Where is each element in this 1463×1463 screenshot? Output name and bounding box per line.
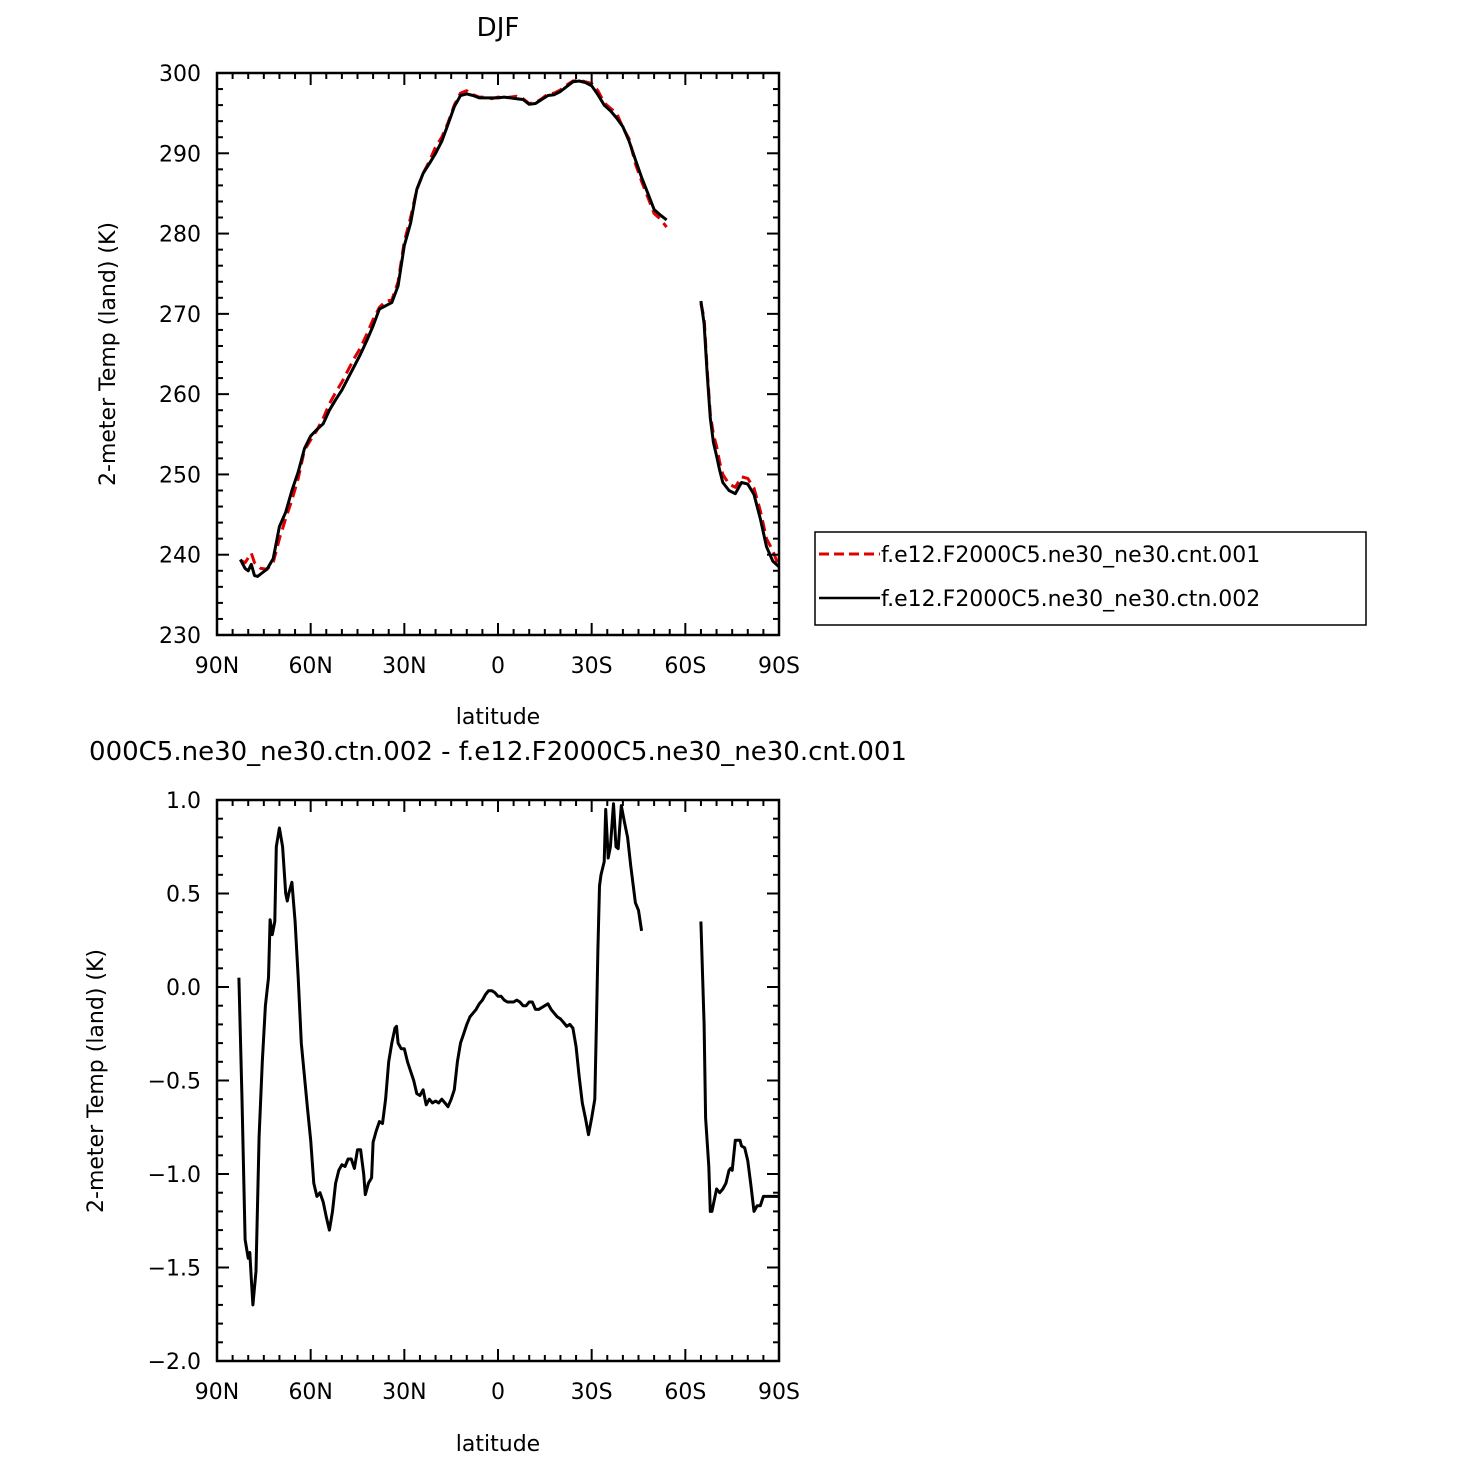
bottom-y-tick-label: 0.0	[166, 976, 201, 1001]
top-series-line-1	[239, 79, 668, 578]
bottom-x-axis-label: latitude	[456, 1432, 540, 1457]
top-chart-title: DJF	[477, 13, 520, 43]
top-x-tick-label: 0	[491, 654, 505, 679]
bottom-x-tick-label: 90S	[758, 1380, 800, 1405]
bottom-x-tick-label: 90N	[195, 1380, 239, 1405]
legend: f.e12.F2000C5.ne30_ne30.cnt.001 f.e12.F2…	[814, 531, 1367, 626]
top-y-tick-label: 290	[159, 142, 201, 167]
top-x-tick-label: 90S	[758, 654, 800, 679]
bottom-y-tick-label: −0.5	[148, 1070, 201, 1095]
bottom-ticks-group: 90N 60N 30N 0 30S 60S 90S −2.0 −1.5 −1.0 −0.5 0.0 0.…	[148, 789, 800, 1405]
legend-label-ctn002: f.e12.F2000C5.ne30_ne30.ctn.002	[881, 587, 1260, 612]
top-x-tick-label: 30S	[571, 654, 613, 679]
bottom-x-tick-label: 60S	[664, 1380, 706, 1405]
top-series-line-1	[699, 300, 781, 568]
top-y-axis-label: 2-meter Temp (land) (K)	[96, 222, 121, 486]
top-x-axis-label: latitude	[456, 705, 540, 730]
top-x-tick-label: 90N	[195, 654, 239, 679]
bottom-series-group	[237, 802, 779, 1307]
top-ticks-group: 90N 60N 30N 0 30S 60S 90S 230 240 250 260 270 280 290…	[159, 62, 800, 679]
legend-box	[814, 531, 1367, 626]
top-y-tick-label: 240	[159, 544, 201, 569]
top-x-tick-label: 60S	[664, 654, 706, 679]
bottom-y-tick-label: −2.0	[148, 1350, 201, 1375]
bottom-plot-frame	[215, 798, 781, 1363]
bottom-y-tick-label: −1.0	[148, 1163, 201, 1188]
top-plot-frame	[215, 71, 781, 637]
bottom-x-tick-label: 30N	[382, 1380, 426, 1405]
bottom-y-tick-label: −1.5	[148, 1257, 201, 1282]
bottom-x-tick-label: 30S	[571, 1380, 613, 1405]
top-y-tick-label: 280	[159, 223, 201, 248]
bottom-x-tick-label: 60N	[288, 1380, 332, 1405]
top-y-tick-label: 260	[159, 383, 201, 408]
top-y-tick-label: 250	[159, 463, 201, 488]
bottom-y-tick-label: 1.0	[166, 789, 201, 814]
bottom-series-line-0	[237, 802, 644, 1307]
bottom-x-tick-label: 0	[491, 1380, 505, 1405]
top-y-tick-label: 270	[159, 303, 201, 328]
top-y-tick-label: 230	[159, 624, 201, 649]
bottom-series-line-0	[699, 921, 779, 1213]
bottom-y-axis-label: 2-meter Temp (land) (K)	[84, 949, 109, 1213]
bottom-y-tick-label: 0.5	[166, 883, 201, 908]
top-y-tick-label: 300	[159, 62, 201, 87]
top-chart-panel: DJF 90N 60N 30N 0 30S 60S 90S 230 240 250 260 270 28…	[96, 13, 800, 730]
top-series-group	[239, 78, 781, 578]
top-series-line-0	[239, 78, 668, 571]
top-x-tick-label: 30N	[382, 654, 426, 679]
bottom-chart-panel: 000C5.ne30_ne30.ctn.002 - f.e12.F2000C5.…	[84, 737, 907, 1457]
legend-label-cnt001: f.e12.F2000C5.ne30_ne30.cnt.001	[881, 543, 1260, 568]
top-x-tick-label: 60N	[288, 654, 332, 679]
bottom-chart-title: 000C5.ne30_ne30.ctn.002 - f.e12.F2000C5.…	[89, 737, 907, 767]
